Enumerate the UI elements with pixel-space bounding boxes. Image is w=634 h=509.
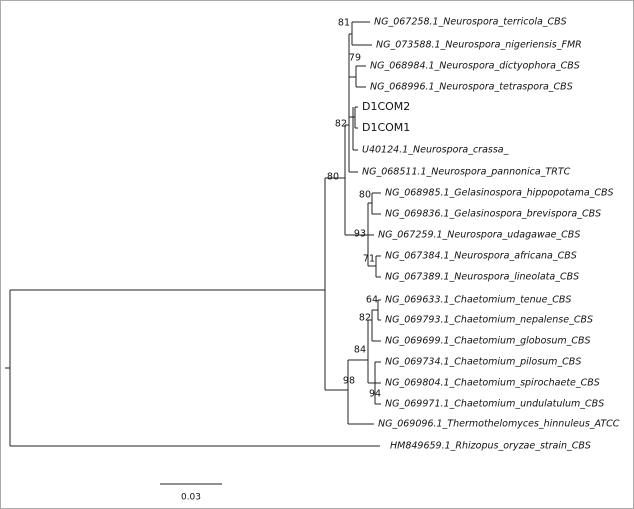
leaf-label: NG_067389.1_Neurospora_lineolata_CBS	[385, 272, 579, 283]
leaf-label: D1COM1	[362, 121, 410, 134]
bootstrap-value: 82	[359, 313, 371, 324]
leaf-label: U40124.1_Neurospora_crassa_	[362, 145, 509, 156]
leaf-label: NG_068984.1_Neurospora_dictyophora_CBS	[370, 61, 580, 72]
bootstrap-value: 80	[359, 190, 371, 201]
bootstrap-value: 98	[343, 376, 355, 387]
bootstrap-value: 81	[338, 18, 350, 29]
leaf-label: HM849659.1_Rhizopus_oryzae_strain_CBS	[390, 441, 591, 452]
leaf-label: NG_068985.1_Gelasinospora_hippopotama_CB…	[385, 188, 614, 199]
bootstrap-value: 80	[327, 172, 339, 183]
leaf-label: NG_069804.1_Chaetomium_spirochaete_CBS	[385, 378, 600, 389]
bootstrap-value: 71	[363, 254, 375, 265]
leaf-label: NG_067259.1_Neurospora_udagawae_CBS	[378, 230, 580, 241]
bootstrap-value: 79	[349, 53, 361, 64]
leaf-label: NG_069096.1_Thermothelomyces_hinnuleus_A…	[378, 419, 620, 430]
bootstrap-value: 94	[369, 389, 381, 400]
bootstrap-value: 64	[366, 295, 378, 306]
leaf-label: NG_069699.1_Chaetomium_globosum_CBS	[385, 336, 591, 347]
tree-branches	[5, 21, 381, 447]
leaf-label: NG_067258.1_Neurospora_terricola_CBS	[374, 17, 567, 28]
leaf-label: NG_067384.1_Neurospora_africana_CBS	[385, 251, 577, 262]
leaf-label: NG_069971.1_Chaetomium_undulatulum_CBS	[385, 399, 604, 410]
bootstrap-value: 84	[354, 345, 366, 356]
bootstrap-value: 93	[354, 229, 366, 240]
leaf-label: NG_069734.1_Chaetomium_pilosum_CBS	[385, 357, 581, 368]
leaf-label: NG_069836.1_Gelasinospora_brevispora_CBS	[385, 209, 601, 220]
leaf-label: NG_073588.1_Neurospora_nigeriensis_FMR	[376, 40, 582, 51]
bootstrap-value: 82	[335, 119, 347, 130]
leaf-label: NG_068996.1_Neurospora_tetraspora_CBS	[370, 82, 573, 93]
leaf-label: NG_068511.1_Neurospora_pannonica_TRTC	[362, 167, 571, 178]
leaf-label: NG_069633.1_Chaetomium_tenue_CBS	[385, 295, 571, 306]
leaf-label: D1COM2	[362, 100, 410, 113]
scale-label: 0.03	[181, 493, 201, 503]
leaf-label: NG_069793.1_Chaetomium_nepalense_CBS	[385, 315, 593, 326]
